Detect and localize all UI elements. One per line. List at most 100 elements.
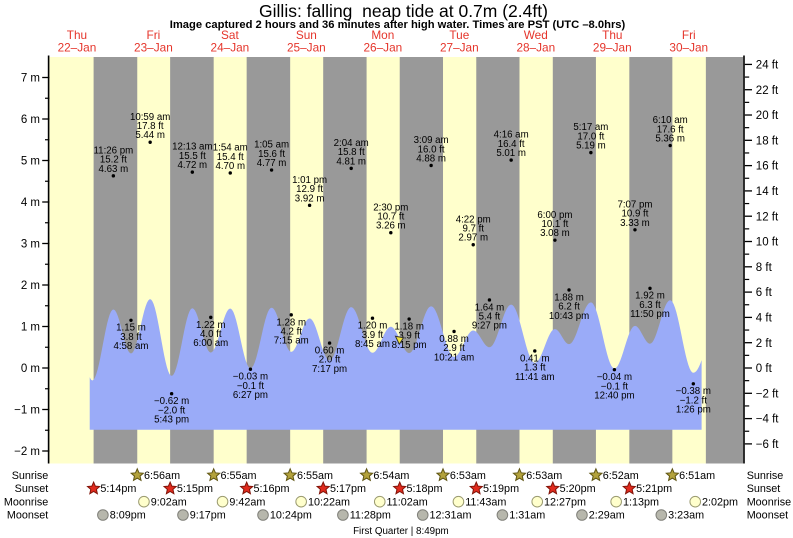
left-axis-tick-label: 2 m [21,280,40,292]
right-axis-minor-tick [744,354,750,356]
low-tide-event: 1.18 m3.9 ft8:15 pm [392,317,427,351]
moonset-entry: 8:09pm [97,509,146,522]
right-axis-minor-tick [744,228,750,230]
left-axis-tick-label: 4 m [21,197,40,209]
right-axis-tick [744,417,752,420]
left-axis-tick [42,118,50,120]
tide-event-dot [248,367,253,371]
tide-event-label-line: 6:00 pm [537,210,572,221]
moonrise-entry: 12:27pm [531,495,586,508]
sunset-entry: 5:21pm [622,480,672,495]
tide-event-dot [190,170,195,174]
high-tide-event: 4:22 pm9.7 ft2.97 m [456,214,491,247]
tide-event-label-line: 0.41 m [520,353,550,364]
tide-event-dot [269,168,274,172]
moonrise-circle-icon [531,495,544,508]
sunset-time: 5:16pm [253,483,289,495]
sunrise-star-icon [206,467,221,482]
day-label-dow: Tue [449,28,469,42]
tide-event-label-line: 5:17 am [573,122,608,133]
left-axis-tick [42,408,50,411]
moonset-circle-icon [337,509,349,521]
tide-event-label-line: −0.62 m [154,396,189,407]
right-axis-minor-tick [744,380,750,382]
right-axis-tick-label: 0 ft [756,363,773,375]
right-axis-minor-tick [744,152,750,154]
tide-event-label-line: 1.22 m [196,320,226,331]
right-axis-minor-tick [744,202,750,205]
row-label-moonset-left: Moonset [7,510,48,522]
left-axis-minor-tick [45,263,50,265]
tide-event-label-line: 1.92 m [635,291,665,302]
sunset-entry: 5:16pm [239,480,289,495]
moonset-time: 10:24pm [270,510,312,522]
sunset-star-icon [86,480,101,495]
row-label-moonrise-left: Moonrise [4,496,48,508]
moonset-entry: 3:23am [655,509,704,522]
tide-event-label-line: −0.1 ft [601,381,629,392]
right-axis-tick [744,139,752,141]
tide-event-label-line: 17.6 ft [657,124,684,135]
moonrise-entry: 2:02pm [689,495,738,508]
moonrise-circle-icon [452,495,465,508]
row-label-moonrise-right: Moonrise [747,496,791,508]
moonrise-circle-icon [216,495,229,508]
row-label-sunrise-right: Sunrise [747,470,784,482]
moonset-entry: 2:29am [576,509,625,522]
left-axis-tick-label: −2 m [14,446,40,458]
tide-event-label-line: −2.0 ft [158,405,186,416]
tide-event-label-line: 1.88 m [554,292,584,303]
right-axis-minor-tick [744,253,750,255]
tide-event-label-line: 12.9 ft [296,184,323,195]
tide-event-label-line: 7:17 pm [312,364,347,375]
left-axis-tick [42,450,50,452]
tide-event-label-line: 4.72 m [178,160,208,171]
page-subtitle: Image captured 2 hours and 36 minutes af… [169,19,626,31]
day-label-dow: Fri [147,28,161,42]
low-tide-event: 1.15 m3.8 ft4:58 am [113,318,148,352]
moonset-time: 8:09pm [110,510,146,522]
tide-event-label-line: 4:58 am [113,341,148,352]
tide-curve-area [89,299,702,430]
left-axis-tick-label: 7 m [21,73,40,85]
moonset-entry: 9:17pm [177,509,226,522]
left-axis-tick-label: 1 m [21,322,40,334]
left-axis-tick [42,159,50,162]
right-axis-tick [744,266,752,268]
tide-event-label-line: 11:50 pm [630,309,670,320]
sunset-time: 5:21pm [636,483,672,495]
tide-event-dot [169,392,174,396]
sunrise-star-icon [129,467,145,482]
tide-event-dot [429,163,433,168]
tide-event-label-line: 1.15 m [116,323,146,334]
left-axis-tick [42,242,50,245]
right-axis-tick-label: 18 ft [756,135,779,147]
tide-event-label-line: 10:21 am [434,352,474,363]
tide-event-label-line: 6:00 am [193,338,228,349]
tide-event-label-line: 17.8 ft [137,121,164,132]
tide-event-label-line: −0.04 m [597,372,632,383]
right-axis-tick [744,392,752,394]
left-axis-minor-tick [45,305,50,307]
tide-event-dot [307,203,312,208]
tide-event-label-line: 7:07 pm [617,199,652,210]
right-axis-tick-label: 6 ft [756,287,773,299]
left-axis-tick-label: 0 m [21,363,40,375]
tide-event-label-line: 9.7 ft [462,224,484,235]
right-axis-minor-tick [744,127,750,129]
sunrise-entry: 6:53am [435,467,486,482]
tide-event-label-line: 6.2 ft [558,302,580,313]
tide-event-dot [471,243,475,247]
tide-event-dot [452,329,456,334]
tide-event-label-line: 1.64 m [475,302,505,313]
sunset-star-icon [545,480,561,495]
tide-event-dot [553,238,557,242]
tide-event-label-line: 2.9 ft [443,343,465,354]
left-axis-minor-tick [45,180,50,182]
left-axis-tick-label: −1 m [14,405,40,417]
